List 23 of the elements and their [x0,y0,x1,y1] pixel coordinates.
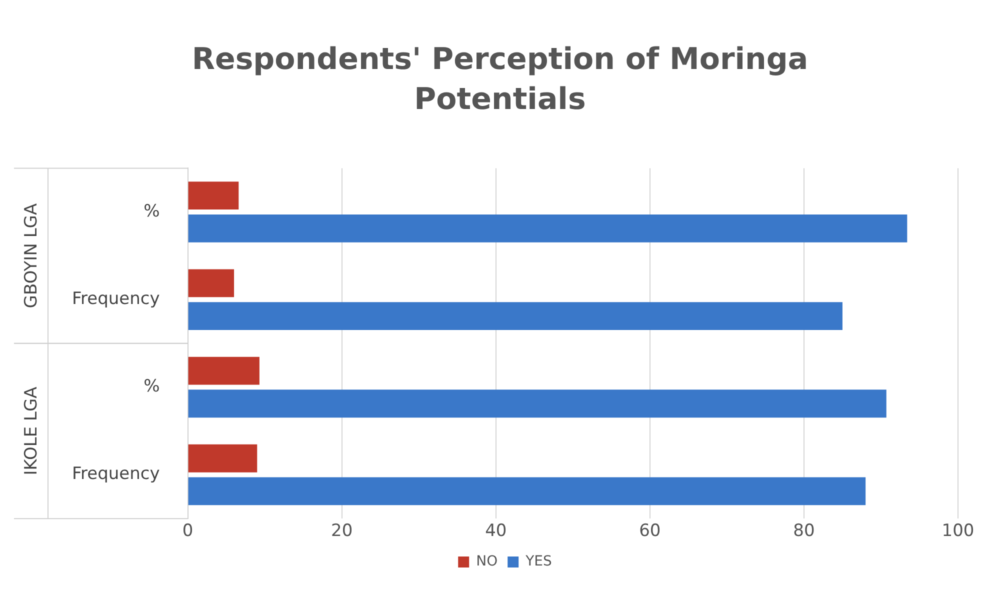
bar [188,214,908,242]
legend-label: YES [524,554,552,570]
bar [188,444,258,472]
legend-label: NO [476,554,498,570]
chart-title: Respondents' Perception of Moringa Potentials [190,41,810,119]
y-tick-label: Frequency [72,464,160,484]
y-tick-label: Frequency [72,289,160,310]
bar [188,477,866,506]
bar [188,182,239,210]
y-tick-label: % [144,201,160,222]
x-tick-label: 0 [182,521,194,542]
x-tick-label: 40 [485,521,507,542]
x-tick-label: 20 [331,521,353,542]
text: GBOYIN LGA [21,203,42,308]
bar [188,302,842,330]
x-tick-label: 80 [793,521,815,542]
text: IKOLE LGA [21,386,42,476]
bar [188,390,886,418]
x-tick-label: 60 [639,521,661,542]
bar [188,356,260,385]
x-tick-label: 100 [942,521,974,542]
y-tick-label: % [144,376,160,397]
bar [188,269,234,298]
